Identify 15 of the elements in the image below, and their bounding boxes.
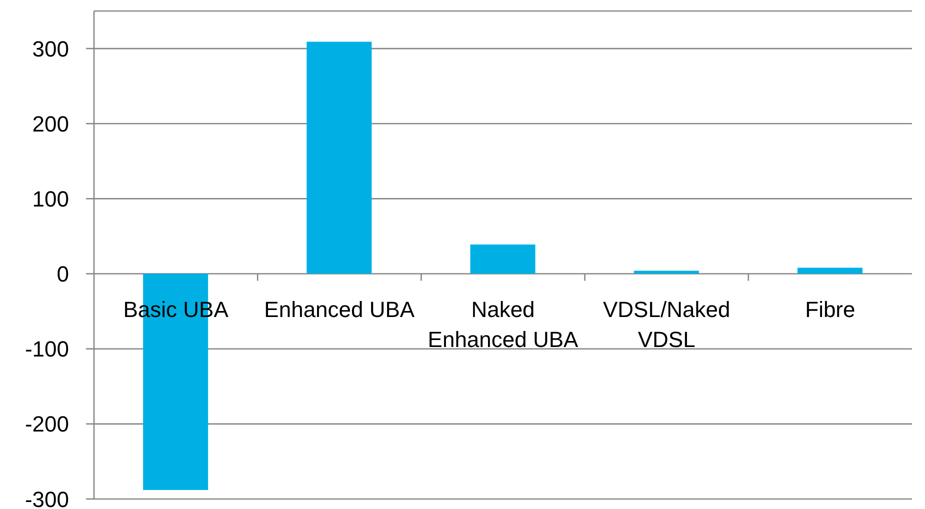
y-tick-label: 300 (32, 36, 69, 62)
y-tick-label: -300 (24, 486, 69, 509)
y-tick-label: 100 (32, 186, 69, 212)
bar (470, 244, 536, 274)
bar (306, 42, 372, 274)
x-tick-label: Enhanced UBA (264, 296, 415, 322)
y-tick-label: -100 (24, 336, 69, 362)
x-tick-label: VDSL/Naked VDSL (603, 296, 730, 352)
x-tick-label: Naked Enhanced UBA (428, 296, 579, 352)
bar (797, 268, 862, 274)
x-tick-label: Fibre (805, 296, 856, 322)
y-tick-label: 0 (56, 262, 69, 287)
bar (634, 270, 699, 274)
y-tick-label: 200 (32, 111, 69, 136)
y-tick-label: -200 (24, 412, 69, 437)
